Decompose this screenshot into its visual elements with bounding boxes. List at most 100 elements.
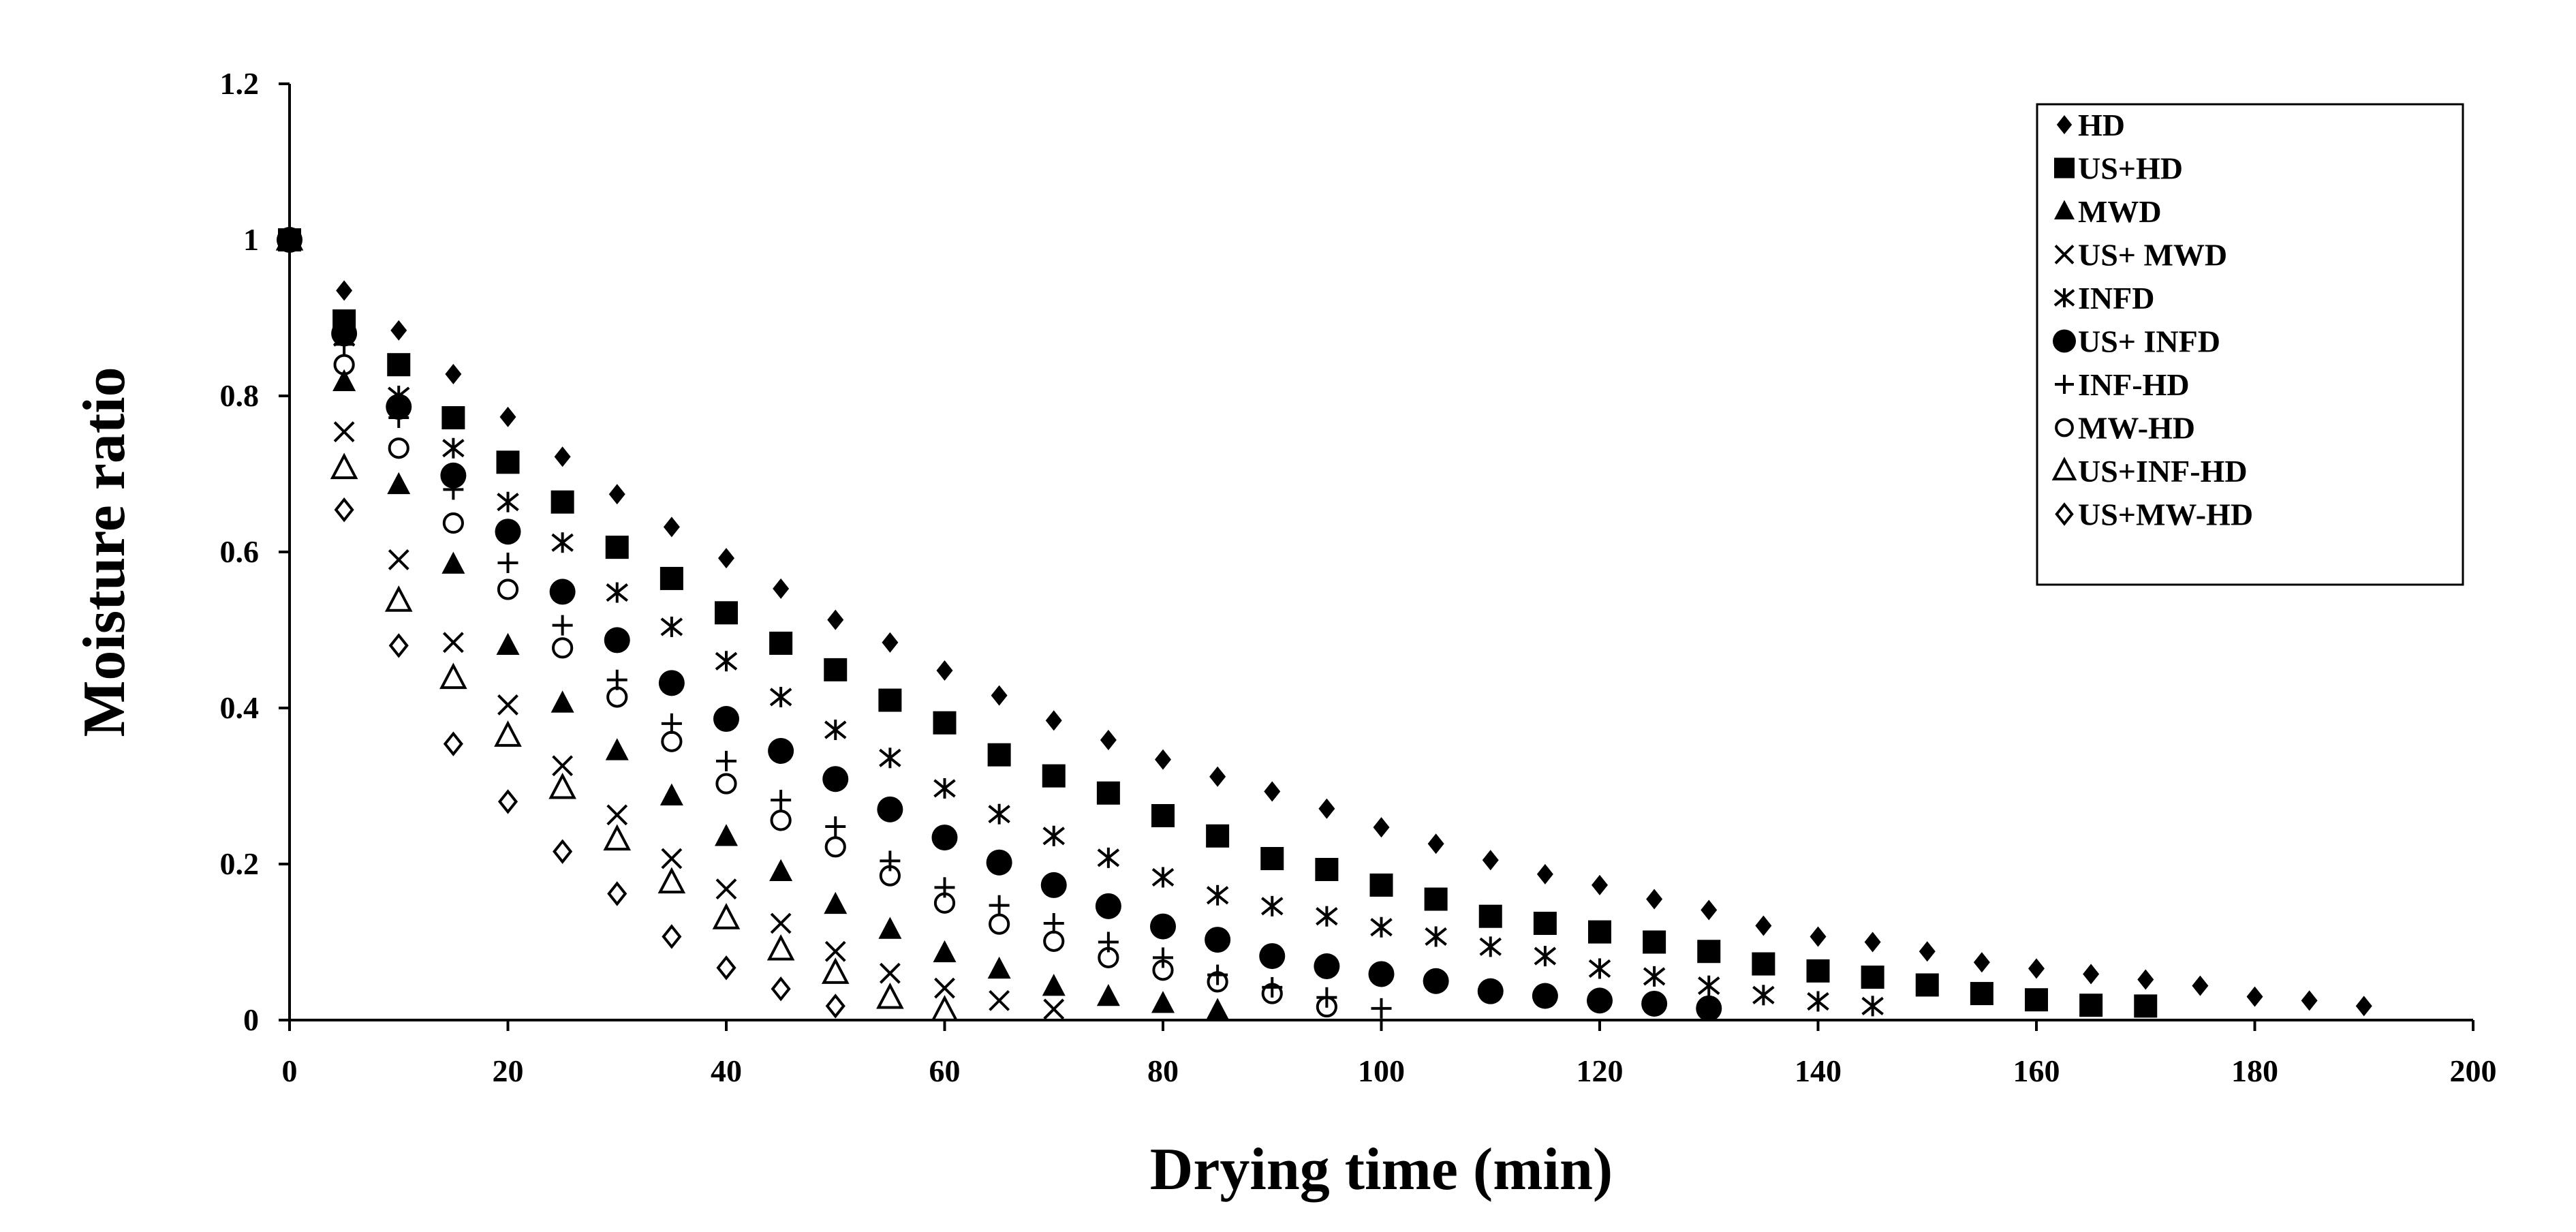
data-point xyxy=(1314,953,1340,979)
legend-item: INF-HD xyxy=(2055,367,2190,402)
legend-label: MW-HD xyxy=(2078,411,2195,446)
data-point xyxy=(1153,947,1173,968)
data-point xyxy=(603,824,632,851)
data-point xyxy=(661,848,683,869)
x-tick-label: 160 xyxy=(2013,1053,2060,1088)
data-point xyxy=(1151,867,1175,888)
data-point xyxy=(1315,858,1339,882)
data-point xyxy=(1810,926,1827,947)
data-point xyxy=(879,865,901,887)
data-point xyxy=(1260,846,1284,870)
data-point xyxy=(770,810,792,831)
data-point xyxy=(388,549,409,570)
data-point xyxy=(1588,958,1611,979)
data-point xyxy=(1042,825,1065,846)
data-point xyxy=(552,637,574,659)
data-point xyxy=(769,859,793,882)
data-point xyxy=(336,280,353,301)
data-point xyxy=(552,615,573,636)
data-point xyxy=(442,512,464,534)
data-point xyxy=(1318,798,1335,819)
data-point xyxy=(1042,974,1066,996)
data-point xyxy=(441,551,465,574)
data-point xyxy=(1098,946,1119,969)
data-point xyxy=(386,394,412,420)
data-point xyxy=(1371,998,1392,1019)
data-point xyxy=(1973,952,1990,973)
data-point xyxy=(1100,729,1117,750)
data-point xyxy=(931,995,959,1021)
legend-item: INFD xyxy=(2053,281,2154,315)
data-point xyxy=(2355,996,2372,1017)
data-point xyxy=(2028,958,2045,979)
data-point xyxy=(332,369,356,391)
legend-marker xyxy=(2051,457,2077,480)
data-point xyxy=(1646,889,1663,910)
legend-marker xyxy=(2053,329,2076,353)
data-point xyxy=(2137,969,2154,990)
data-point xyxy=(1096,781,1120,805)
data-point xyxy=(1097,847,1120,868)
data-point xyxy=(827,609,844,630)
data-point xyxy=(1864,931,1881,953)
data-point xyxy=(384,585,413,612)
data-point xyxy=(1536,863,1553,884)
data-point xyxy=(497,553,518,574)
data-point xyxy=(718,548,734,569)
x-axis-title: Drying time (min) xyxy=(1150,1137,1613,1203)
series-us-hd xyxy=(278,228,2158,1018)
data-point xyxy=(986,849,1012,876)
data-point xyxy=(1970,982,1993,1006)
data-point xyxy=(497,789,518,814)
data-point xyxy=(877,796,903,822)
data-point xyxy=(1045,710,1062,731)
legend-item: US+ INFD xyxy=(2053,324,2220,359)
data-point xyxy=(1861,996,1884,1017)
data-point xyxy=(771,976,791,1002)
data-point xyxy=(933,940,957,963)
legend-label: US+MW-HD xyxy=(2078,497,2253,532)
data-point xyxy=(1697,940,1721,964)
legend-item: US+ MWD xyxy=(2054,238,2227,273)
data-point xyxy=(2134,994,2158,1018)
data-point xyxy=(989,913,1010,935)
legend-label: US+ MWD xyxy=(2078,238,2227,273)
data-point xyxy=(933,777,956,799)
data-point xyxy=(876,982,904,1009)
data-point xyxy=(1261,895,1284,917)
series-mwd xyxy=(278,227,1230,1020)
data-point xyxy=(439,662,467,690)
data-point xyxy=(1043,930,1065,952)
data-point xyxy=(605,738,629,760)
data-point xyxy=(1755,915,1772,936)
data-point xyxy=(1152,959,1174,981)
data-point xyxy=(933,711,957,735)
data-point xyxy=(1701,899,1718,921)
data-point xyxy=(606,804,628,826)
data-point xyxy=(1370,917,1393,938)
data-markers xyxy=(275,224,2372,1021)
data-point xyxy=(1533,912,1557,936)
x-tick-label: 100 xyxy=(1358,1053,1405,1088)
data-point xyxy=(553,839,573,864)
data-point xyxy=(822,766,849,792)
data-point xyxy=(824,940,846,962)
data-point xyxy=(607,881,627,906)
data-point xyxy=(1259,943,1286,970)
data-point xyxy=(991,685,1008,706)
data-point xyxy=(989,895,1010,916)
data-point xyxy=(1150,913,1176,940)
data-point xyxy=(1423,968,1449,994)
data-point xyxy=(333,354,355,375)
data-point xyxy=(661,730,683,752)
data-point xyxy=(1534,946,1557,967)
data-point xyxy=(1643,930,1666,954)
legend-box xyxy=(2036,103,2464,586)
x-tick-label: 40 xyxy=(711,1053,742,1088)
data-point xyxy=(441,406,465,430)
x-tick-label: 60 xyxy=(929,1053,961,1088)
data-point xyxy=(605,536,629,559)
legend-label: INF-HD xyxy=(2078,367,2190,402)
data-point xyxy=(768,737,794,764)
data-point xyxy=(1264,781,1281,802)
